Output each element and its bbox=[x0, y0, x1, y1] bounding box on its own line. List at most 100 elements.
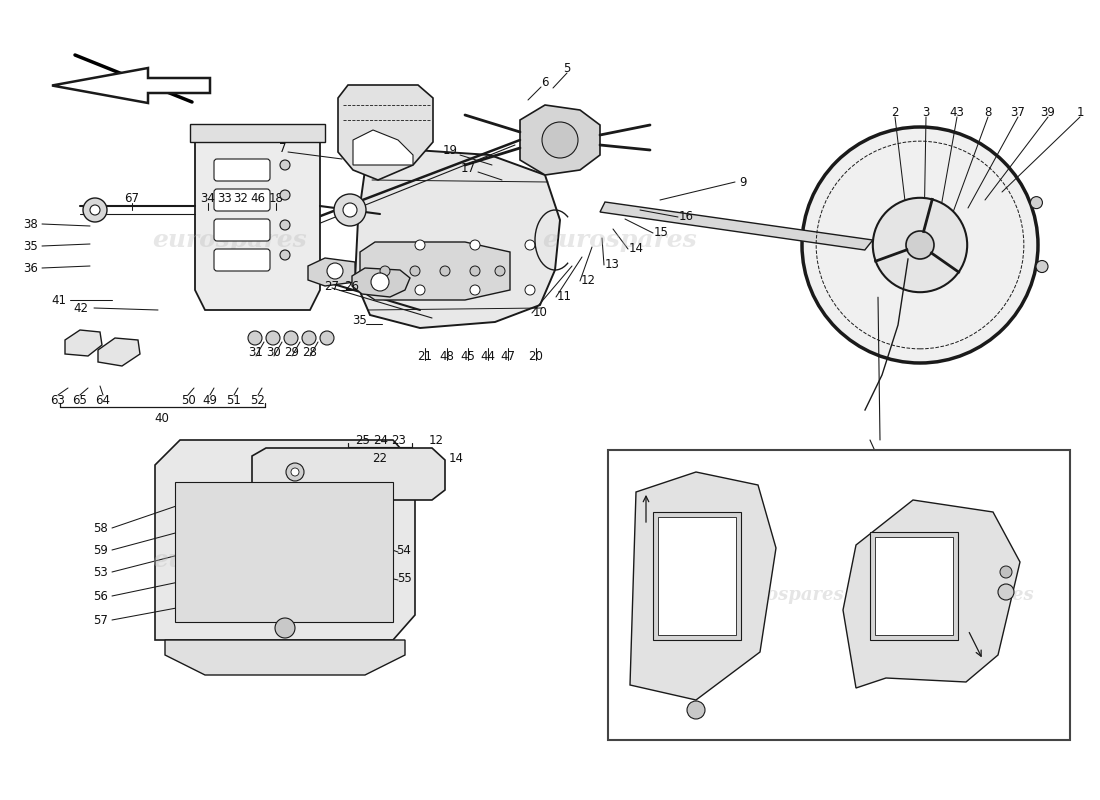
Text: 61: 61 bbox=[1045, 546, 1060, 558]
Circle shape bbox=[1036, 261, 1048, 273]
Text: 9: 9 bbox=[739, 175, 747, 189]
Polygon shape bbox=[195, 142, 320, 310]
Circle shape bbox=[470, 285, 480, 295]
Circle shape bbox=[998, 584, 1014, 600]
Circle shape bbox=[284, 331, 298, 345]
Text: eurospares: eurospares bbox=[733, 586, 844, 604]
Text: 19: 19 bbox=[442, 143, 458, 157]
Text: 57: 57 bbox=[94, 614, 108, 626]
Text: 7: 7 bbox=[279, 142, 287, 154]
Text: 46: 46 bbox=[251, 191, 265, 205]
Text: eurospares: eurospares bbox=[153, 548, 307, 572]
Polygon shape bbox=[630, 472, 776, 700]
Circle shape bbox=[542, 122, 578, 158]
Circle shape bbox=[688, 701, 705, 719]
Text: 43: 43 bbox=[949, 106, 965, 118]
Text: 50: 50 bbox=[180, 394, 196, 406]
Polygon shape bbox=[352, 268, 410, 297]
Text: 4: 4 bbox=[896, 501, 904, 514]
Circle shape bbox=[371, 273, 389, 291]
Bar bbox=[870, 532, 958, 640]
Circle shape bbox=[82, 198, 107, 222]
Polygon shape bbox=[65, 330, 102, 356]
Text: 29: 29 bbox=[285, 346, 299, 358]
Text: 53: 53 bbox=[94, 566, 108, 578]
Text: 11: 11 bbox=[557, 290, 572, 303]
Polygon shape bbox=[338, 85, 433, 180]
Polygon shape bbox=[600, 202, 872, 250]
Circle shape bbox=[1031, 197, 1043, 209]
Circle shape bbox=[470, 240, 480, 250]
Polygon shape bbox=[353, 130, 412, 165]
Text: 10: 10 bbox=[532, 306, 548, 319]
Text: 45: 45 bbox=[461, 350, 475, 362]
Text: 2: 2 bbox=[891, 106, 899, 118]
Text: 54: 54 bbox=[397, 543, 411, 557]
Text: 37: 37 bbox=[1011, 106, 1025, 118]
Text: 36: 36 bbox=[23, 262, 38, 274]
Text: 12: 12 bbox=[581, 274, 595, 287]
Text: eurospares: eurospares bbox=[922, 586, 1034, 604]
Polygon shape bbox=[252, 448, 446, 500]
Text: 49: 49 bbox=[202, 394, 218, 406]
Text: 32: 32 bbox=[233, 191, 249, 205]
Circle shape bbox=[286, 463, 304, 481]
Circle shape bbox=[327, 263, 343, 279]
Text: 62: 62 bbox=[793, 535, 808, 549]
Text: 17: 17 bbox=[1045, 506, 1060, 518]
Circle shape bbox=[280, 160, 290, 170]
Circle shape bbox=[280, 220, 290, 230]
Circle shape bbox=[280, 250, 290, 260]
FancyBboxPatch shape bbox=[214, 219, 270, 241]
Text: 65: 65 bbox=[73, 394, 87, 406]
Bar bbox=[874, 537, 953, 635]
Text: 38: 38 bbox=[23, 218, 38, 230]
Text: 14: 14 bbox=[628, 242, 643, 255]
Text: 64: 64 bbox=[96, 394, 110, 406]
Text: eurospares: eurospares bbox=[760, 551, 880, 569]
Bar bbox=[608, 450, 1070, 740]
Circle shape bbox=[440, 266, 450, 276]
Text: 22: 22 bbox=[373, 451, 387, 465]
Text: 15: 15 bbox=[653, 226, 669, 239]
Circle shape bbox=[90, 205, 100, 215]
Text: 23: 23 bbox=[392, 434, 406, 446]
Polygon shape bbox=[165, 640, 405, 675]
Text: 40: 40 bbox=[155, 411, 169, 425]
Text: 5: 5 bbox=[563, 62, 571, 74]
Text: 13: 13 bbox=[605, 258, 619, 271]
Text: 30: 30 bbox=[266, 346, 282, 358]
FancyBboxPatch shape bbox=[214, 189, 270, 211]
Polygon shape bbox=[308, 258, 355, 286]
Text: 8: 8 bbox=[984, 106, 992, 118]
Circle shape bbox=[470, 266, 480, 276]
Circle shape bbox=[415, 240, 425, 250]
Polygon shape bbox=[98, 338, 140, 366]
Circle shape bbox=[320, 331, 334, 345]
Text: 51: 51 bbox=[227, 394, 241, 406]
Circle shape bbox=[802, 127, 1038, 363]
Circle shape bbox=[872, 198, 967, 292]
Circle shape bbox=[302, 331, 316, 345]
Text: 1: 1 bbox=[1076, 106, 1084, 118]
Text: 67: 67 bbox=[124, 191, 140, 205]
Text: 56: 56 bbox=[94, 590, 108, 602]
Text: 58: 58 bbox=[94, 522, 108, 534]
Text: 44: 44 bbox=[793, 578, 808, 591]
Text: eurospares: eurospares bbox=[153, 228, 307, 252]
Text: A: A bbox=[976, 666, 984, 678]
Text: 48: 48 bbox=[440, 350, 454, 362]
Circle shape bbox=[266, 331, 280, 345]
Text: 42: 42 bbox=[73, 302, 88, 314]
Circle shape bbox=[334, 194, 366, 226]
Circle shape bbox=[292, 468, 299, 476]
Bar bbox=[658, 517, 736, 635]
Text: 25: 25 bbox=[355, 434, 371, 446]
Circle shape bbox=[280, 190, 290, 200]
Circle shape bbox=[248, 331, 262, 345]
Text: 41: 41 bbox=[51, 294, 66, 306]
Text: 3: 3 bbox=[922, 106, 930, 118]
Circle shape bbox=[906, 231, 934, 259]
Bar bbox=[175, 482, 393, 622]
Text: 28: 28 bbox=[302, 346, 318, 358]
